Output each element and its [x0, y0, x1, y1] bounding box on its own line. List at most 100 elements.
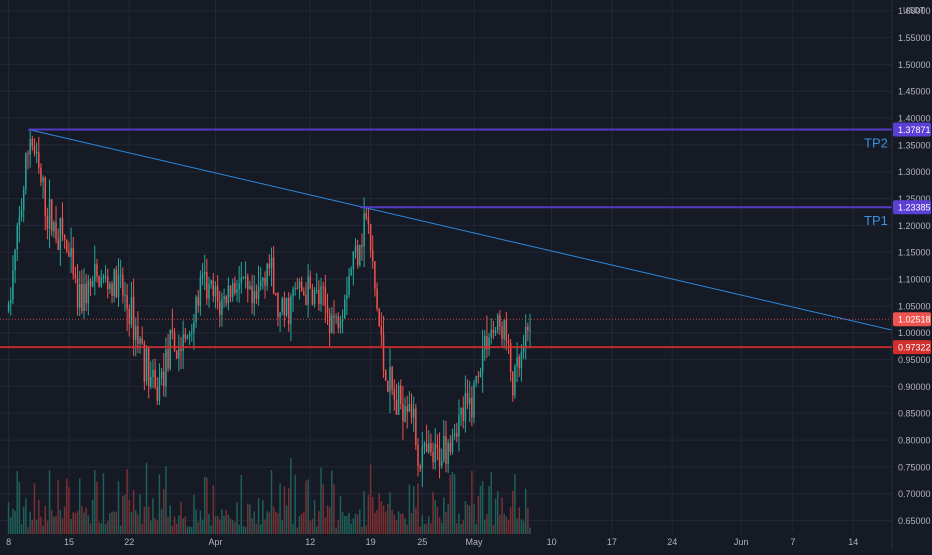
- price-tag-background: [893, 200, 931, 215]
- candle-body: [520, 352, 523, 368]
- volume-bar: [165, 466, 167, 534]
- candlesticks: [7, 129, 531, 488]
- volume-bar: [201, 519, 204, 534]
- volume-bar: [326, 505, 329, 534]
- candle-body: [322, 286, 324, 288]
- candle-body: [78, 284, 81, 308]
- candle-body: [438, 447, 441, 466]
- volume-bar: [134, 510, 137, 534]
- candle-body: [346, 294, 348, 299]
- candle-body: [193, 321, 195, 332]
- volume-bar: [197, 522, 199, 534]
- volume-bar: [244, 526, 247, 534]
- candle-body: [307, 276, 309, 305]
- volume-bar: [16, 471, 18, 534]
- volume-bar: [216, 515, 219, 534]
- volume-bar: [259, 524, 262, 534]
- price-tag-background: [893, 340, 931, 355]
- volume-bar: [423, 523, 426, 534]
- volume-bar: [300, 513, 303, 534]
- volume-bar: [294, 474, 296, 534]
- volume-bar: [96, 481, 98, 534]
- volume-bar: [113, 511, 115, 534]
- candle-body: [343, 298, 346, 319]
- candle-body: [365, 213, 368, 218]
- candle-body: [471, 397, 473, 418]
- candle-body: [152, 369, 154, 377]
- candle-body: [139, 338, 141, 344]
- candle-body: [387, 380, 389, 392]
- volume-bar: [14, 510, 16, 534]
- candle-body: [42, 177, 44, 183]
- candle-body: [281, 297, 284, 312]
- candle-body: [303, 291, 305, 295]
- candle-body: [251, 286, 253, 304]
- candle-body: [296, 287, 299, 289]
- candle-body: [111, 284, 113, 296]
- candle-body: [61, 217, 64, 235]
- volume-bar: [81, 506, 83, 534]
- candle-body: [186, 336, 189, 339]
- candle-body: [421, 446, 424, 469]
- price-tick-label: 1.15000: [898, 248, 931, 258]
- volume-bars: [7, 458, 531, 534]
- candle-body: [242, 276, 245, 278]
- volume-bar: [341, 512, 344, 534]
- volume-bar: [22, 506, 25, 534]
- time-tick-label: 15: [64, 537, 74, 547]
- candle-body: [518, 356, 521, 368]
- time-tick-label: 25: [417, 537, 427, 547]
- volume-bar: [499, 514, 501, 534]
- volume-bar: [512, 490, 514, 534]
- price-tick-label: 1.20000: [898, 221, 931, 231]
- volume-bar: [425, 523, 428, 534]
- candle-body: [68, 251, 70, 257]
- price-axis[interactable]: USDT 0.65000 0.70000 0.75000 0.80000 0.85000…: [891, 0, 932, 550]
- volume-bar: [496, 491, 499, 534]
- tp2-label: TP2: [864, 135, 888, 150]
- volume-bar: [72, 512, 75, 534]
- candle-body: [488, 337, 490, 350]
- candle-body: [272, 257, 275, 294]
- volume-bar: [307, 479, 309, 534]
- volume-bar: [50, 510, 53, 534]
- candle-body: [191, 331, 193, 334]
- candle-body: [210, 280, 212, 285]
- volume-bar: [468, 505, 471, 534]
- volume-bar: [516, 518, 518, 534]
- volume-bar: [85, 507, 87, 534]
- volume-bar: [83, 512, 85, 534]
- candle-body: [128, 309, 131, 325]
- candle-body: [453, 433, 456, 436]
- candle-body: [199, 277, 202, 306]
- candle-body: [94, 264, 96, 282]
- candle-body: [499, 315, 501, 327]
- candle-body: [106, 276, 109, 290]
- price-tick-label: 1.25000: [898, 194, 931, 204]
- volume-bar: [275, 511, 277, 534]
- price-tick-label: 1.40000: [898, 114, 931, 124]
- volume-bar: [247, 503, 249, 534]
- candle-body: [10, 299, 12, 304]
- volume-bar: [139, 494, 141, 534]
- candle-body: [134, 325, 137, 340]
- candle-body: [434, 444, 436, 463]
- volume-bar: [395, 519, 398, 534]
- candle-body: [337, 316, 340, 328]
- volume-bar: [68, 487, 70, 534]
- candle-body: [494, 330, 497, 333]
- price-tags: 1.37871 1.23385 0.97322 1.02518: [893, 122, 931, 355]
- volume-bar: [352, 518, 355, 534]
- candle-body: [479, 372, 482, 377]
- candle-body: [313, 290, 316, 305]
- candle-body: [70, 247, 72, 257]
- volume-bar: [479, 485, 482, 534]
- candle-body: [369, 224, 372, 251]
- volume-bar: [494, 498, 497, 534]
- volume-bar: [193, 494, 195, 534]
- time-axis[interactable]: 8 15 22 Apr 12 19 25 May 10 17 24 Jun 7 14: [6, 537, 858, 547]
- candle-body: [333, 315, 335, 318]
- volume-bar: [350, 523, 352, 534]
